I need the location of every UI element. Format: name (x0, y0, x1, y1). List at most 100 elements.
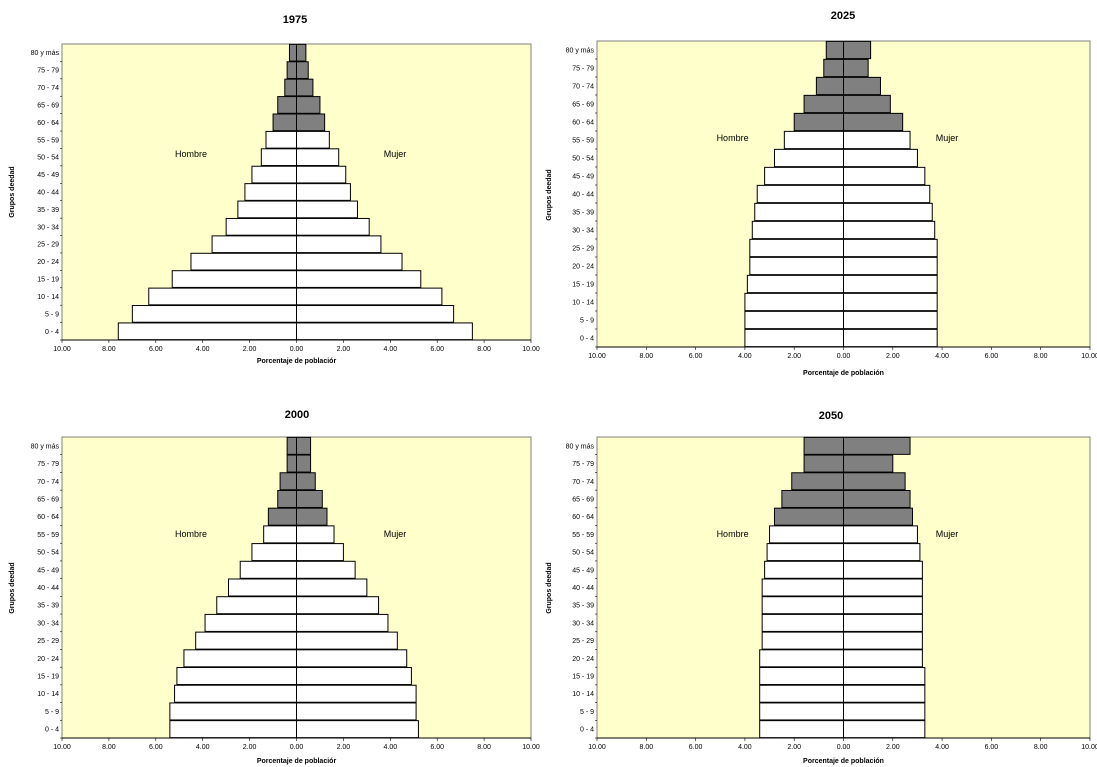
male-bar-7 (755, 203, 844, 220)
male-bar-11 (266, 131, 296, 148)
chart-title: 2000 (285, 409, 309, 421)
age-group-label: 20 - 24 (572, 656, 594, 663)
age-group-label: 55 - 59 (37, 137, 59, 144)
x-tick-label: 0.00 (290, 744, 304, 751)
male-bar-12 (774, 508, 843, 525)
female-bar-2 (297, 685, 417, 702)
male-bar-9 (765, 167, 844, 184)
female-bar-5 (297, 632, 398, 649)
male-bar-11 (264, 526, 297, 543)
female-bar-1 (844, 311, 938, 328)
female-bar-6 (844, 221, 935, 238)
age-group-label: 10 - 14 (572, 691, 594, 698)
male-bar-4 (760, 650, 844, 667)
male-bar-5 (750, 239, 844, 256)
male-bar-12 (273, 114, 296, 131)
x-tick-label: 2.00 (787, 353, 801, 360)
female-bar-14 (297, 79, 313, 96)
female-bar-9 (297, 561, 356, 578)
female-bar-5 (844, 632, 923, 649)
male-bar-15 (824, 59, 844, 76)
age-group-label: 70 - 74 (37, 479, 59, 486)
age-group-label: 65 - 69 (37, 496, 59, 503)
female-bar-15 (844, 59, 869, 76)
x-tick-label: 8.00 (102, 346, 116, 353)
male-bar-15 (287, 62, 296, 79)
age-group-label: 45 - 49 (37, 567, 59, 574)
x-tick-label: 0.00 (290, 346, 304, 353)
female-bar-7 (297, 597, 379, 614)
x-tick-label: 4.00 (383, 744, 397, 751)
age-group-label: 40 - 44 (572, 585, 594, 592)
male-bar-5 (196, 632, 297, 649)
age-group-label: 50 - 54 (37, 550, 59, 557)
x-tick-label: 2.00 (787, 744, 801, 751)
age-group-label: 20 - 24 (572, 264, 594, 271)
male-bar-12 (268, 508, 296, 525)
female-label: Mujer (384, 149, 407, 159)
pyramid-panel-1975: 1975 0 - 4 5 - 9 10 - 14 15 - 19 20 - 24 25 - … (9, 14, 540, 365)
male-bar-11 (770, 526, 844, 543)
male-bar-3 (760, 668, 844, 685)
male-bar-5 (762, 632, 843, 649)
female-bar-0 (297, 721, 419, 738)
female-bar-5 (297, 236, 381, 253)
age-group-label: 0 - 4 (580, 336, 594, 343)
age-group-label: 40 - 44 (572, 192, 594, 199)
female-bar-7 (844, 597, 923, 614)
female-bar-4 (844, 650, 923, 667)
male-label: Hombre (717, 529, 749, 539)
x-tick-label: 2.00 (886, 744, 900, 751)
pyramid-panel-2000: 2000 0 - 4 5 - 9 10 - 14 15 - 19 20 - 24 25 - … (9, 409, 540, 765)
age-group-label: 15 - 19 (572, 674, 594, 681)
age-group-label: 50 - 54 (572, 550, 594, 557)
x-axis-label: Porcentaje de población (803, 758, 884, 765)
male-bar-11 (784, 131, 843, 148)
chart-title: 2050 (819, 410, 843, 422)
male-bar-1 (132, 306, 296, 323)
female-bar-1 (844, 703, 925, 720)
x-tick-label: 4.00 (196, 744, 210, 751)
x-tick-label: 6.00 (149, 744, 163, 751)
male-bar-14 (280, 473, 296, 490)
male-bar-0 (745, 329, 844, 346)
x-tick-label: 2.00 (243, 346, 257, 353)
male-bar-0 (760, 721, 844, 738)
y-axis-label: Grupos deedad (546, 562, 553, 613)
female-bar-13 (297, 97, 320, 114)
male-bar-4 (191, 253, 297, 270)
female-bar-6 (297, 218, 370, 235)
female-bar-3 (844, 275, 938, 292)
age-group-label: 70 - 74 (37, 85, 59, 92)
female-bar-7 (297, 201, 358, 218)
male-bar-12 (794, 113, 843, 130)
age-group-label: 55 - 59 (572, 532, 594, 539)
female-bar-14 (844, 77, 881, 94)
age-group-label: 55 - 59 (572, 138, 594, 145)
female-bar-6 (297, 614, 388, 631)
age-group-label: 55 - 59 (37, 532, 59, 539)
male-bar-3 (172, 271, 296, 288)
female-bar-16 (297, 437, 311, 454)
female-label: Mujer (384, 529, 407, 539)
female-bar-12 (844, 113, 903, 130)
male-bar-8 (228, 579, 296, 596)
y-axis-label: Grupos deedad (9, 166, 16, 217)
x-tick-label: 10.00 (1081, 744, 1097, 751)
male-bar-13 (804, 95, 843, 112)
chart-title: 2025 (831, 10, 855, 22)
age-group-label: 5 - 9 (580, 709, 594, 716)
age-group-label: 70 - 74 (572, 479, 594, 486)
male-bar-16 (826, 41, 843, 58)
female-bar-16 (844, 437, 911, 454)
age-group-label: 60 - 64 (37, 120, 59, 127)
x-axis-label: Porcentaje de poblaciór (257, 358, 337, 365)
age-group-label: 65 - 69 (37, 102, 59, 109)
age-group-label: 50 - 54 (572, 156, 594, 163)
age-group-label: 80 y más (566, 48, 595, 55)
male-bar-3 (747, 275, 843, 292)
age-group-label: 15 - 19 (37, 277, 59, 284)
male-bar-7 (238, 201, 297, 218)
age-group-label: 45 - 49 (37, 172, 59, 179)
